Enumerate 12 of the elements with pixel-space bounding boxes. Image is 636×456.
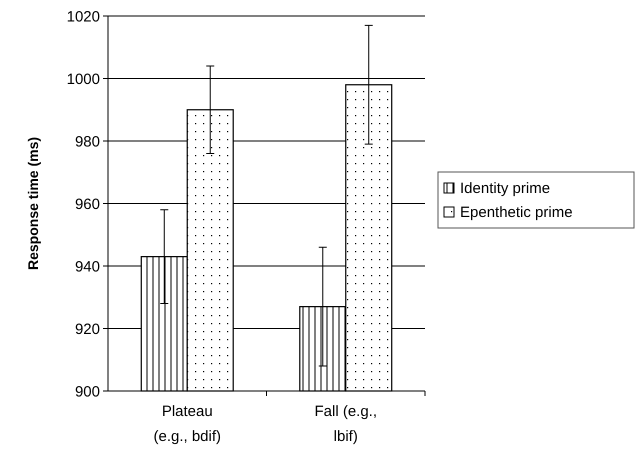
y-tick-label: 980: [74, 133, 100, 150]
y-tick-label: 1000: [66, 70, 100, 88]
y-axis-title: Response time (ms): [25, 136, 41, 270]
y-tick-label: 900: [74, 383, 100, 400]
x-tick-label: Plateau (e.g., bdif): [153, 403, 222, 445]
y-tick-label: 960: [74, 196, 100, 213]
y-tick-label: 1020: [66, 8, 100, 26]
legend-label: Identity prime: [460, 180, 550, 197]
y-tick-label: 920: [74, 320, 100, 338]
legend-label: Epenthetic prime: [460, 204, 573, 221]
x-tick-label: Fall (e.g., lbif): [314, 403, 378, 445]
y-tick-label: 940: [74, 258, 100, 276]
